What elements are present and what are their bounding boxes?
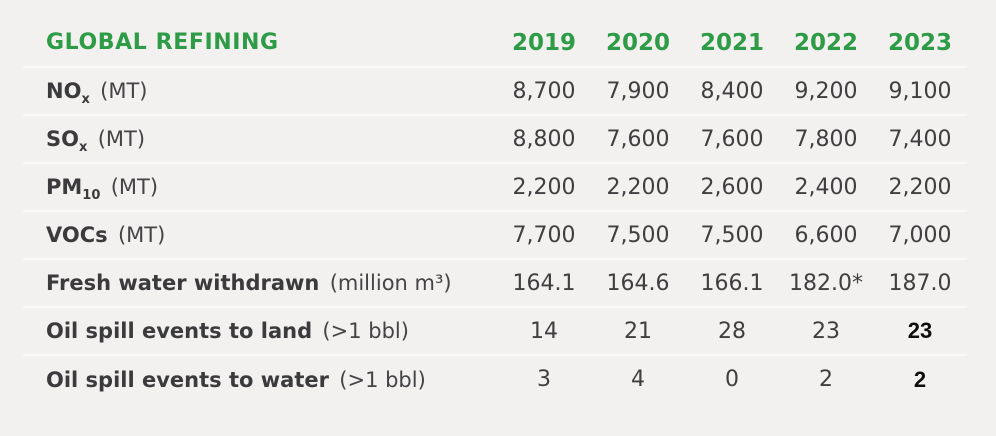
row-label-main: NO — [46, 79, 82, 103]
row-label-unit: (>1 bbl) — [322, 319, 409, 343]
row-label-unit: (MT) — [117, 223, 166, 247]
value-cell: 7,400 — [873, 115, 967, 164]
year-header-2020: 2020 — [591, 19, 685, 68]
value-cell: 23 — [779, 307, 873, 356]
value-cell: 7,800 — [779, 115, 873, 164]
value-cell: 8,400 — [685, 67, 779, 116]
row-label-unit: (million m³) — [329, 271, 452, 295]
table-row-oil-spill-land: Oil spill events to land (>1 bbl) 14 21 … — [23, 307, 967, 356]
value-cell: 28 — [685, 307, 779, 356]
value-cell: 7,700 — [497, 211, 591, 260]
global-refining-table: GLOBAL REFINING 2019 2020 2021 2022 2023… — [23, 19, 967, 403]
row-label-main: SO — [46, 127, 79, 151]
value-cell: 187.0 — [873, 259, 967, 308]
value-cell: 3 — [537, 367, 551, 392]
value-cell: 7,500 — [685, 211, 779, 260]
value-cell: 6,600 — [779, 211, 873, 260]
value-cell: 21 — [591, 307, 685, 356]
value-cell: 164.6 — [591, 259, 685, 308]
row-label-main: VOCs — [46, 223, 108, 247]
year-header-2019: 2019 — [497, 19, 591, 68]
value-cell-emphasized: 2 — [913, 366, 927, 392]
table-row-sox: SOx (MT) 8,800 7,600 7,600 7,800 7,400 — [23, 115, 967, 164]
value-cell: 4 — [631, 367, 645, 392]
value-cell: 7,000 — [873, 211, 967, 260]
value-cell: 8,700 — [497, 67, 591, 116]
value-cell: 7,600 — [685, 115, 779, 164]
header-row: GLOBAL REFINING 2019 2020 2021 2022 2023 — [23, 19, 967, 68]
row-label-fresh-water: Fresh water withdrawn (million m³) — [23, 259, 497, 308]
row-label-vocs: VOCs (MT) — [23, 211, 497, 260]
row-label-nox: NOx (MT) — [23, 67, 497, 116]
row-label-subscript: x — [81, 92, 90, 108]
row-label-unit: (MT) — [97, 127, 146, 151]
value-cell: 164.1 — [497, 259, 591, 308]
table-row-vocs: VOCs (MT) 7,700 7,500 7,500 6,600 7,000 — [23, 211, 967, 260]
value-cell: 2,200 — [591, 163, 685, 212]
value-cell: 2,200 — [873, 163, 967, 212]
value-cell: 2,600 — [685, 163, 779, 212]
table-row-pm10: PM10 (MT) 2,200 2,200 2,600 2,400 2,200 — [23, 163, 967, 212]
value-cell: 14 — [497, 307, 591, 356]
row-label-main: Fresh water withdrawn — [46, 271, 320, 295]
value-cell: 0 — [725, 367, 739, 392]
value-cell: 8,800 — [497, 115, 591, 164]
row-label-main: Oil spill events to water — [46, 367, 329, 392]
year-header-2021: 2021 — [685, 19, 779, 68]
value-cell: 166.1 — [685, 259, 779, 308]
year-header-2023: 2023 — [873, 19, 967, 68]
row-label-oil-spill-water: Oil spill events to water (>1 bbl) — [23, 355, 497, 403]
value-cell-emphasized: 23 — [873, 307, 967, 356]
value-cell: 7,500 — [591, 211, 685, 260]
table-row-fresh-water: Fresh water withdrawn (million m³) 164.1… — [23, 259, 967, 308]
value-cell: 7,900 — [591, 67, 685, 116]
row-label-main: Oil spill events to land — [46, 319, 313, 343]
row-label-subscript: x — [78, 140, 88, 156]
value-cell: 2,400 — [779, 163, 873, 212]
table-row-oil-spill-water: Oil spill events to water (>1 bbl) 3 4 0… — [23, 355, 967, 403]
value-cell: 2 — [819, 367, 833, 392]
row-label-oil-spill-land: Oil spill events to land (>1 bbl) — [23, 307, 497, 356]
value-cell: 7,600 — [591, 115, 685, 164]
value-cell: 9,100 — [873, 67, 967, 116]
value-cell: 9,200 — [779, 67, 873, 116]
row-label-subscript: 10 — [82, 188, 101, 204]
value-cell-asterisk: 182.0* — [779, 259, 873, 308]
table-title: GLOBAL REFINING — [23, 19, 497, 68]
row-label-sox: SOx (MT) — [23, 115, 497, 164]
year-header-2022: 2022 — [779, 19, 873, 68]
row-label-main: PM — [46, 175, 83, 199]
row-label-pm10: PM10 (MT) — [23, 163, 497, 212]
row-label-unit: (MT) — [110, 175, 159, 199]
row-label-unit: (>1 bbl) — [339, 367, 426, 392]
row-label-unit: (MT) — [100, 79, 148, 103]
value-cell: 2,200 — [497, 163, 591, 212]
table-row-nox: NOx (MT) 8,700 7,900 8,400 9,200 9,100 — [23, 67, 967, 116]
